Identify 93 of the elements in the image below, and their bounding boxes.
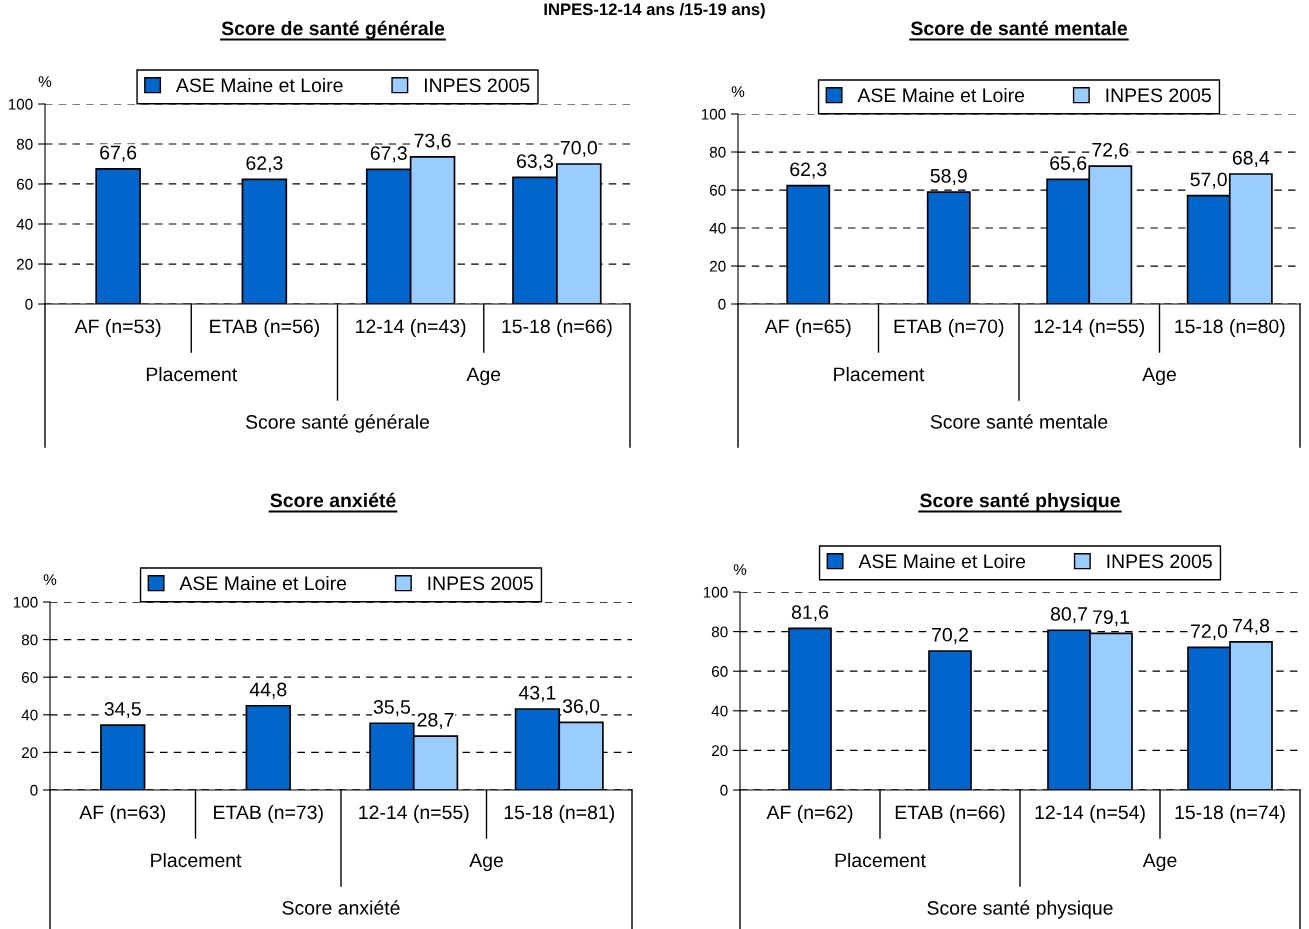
y-tick-label: 60 (16, 178, 33, 190)
data-label: 62,3 (790, 162, 827, 179)
x-axis-title: Score santé générale (245, 414, 430, 433)
data-label: 73,6 (414, 133, 451, 150)
data-label: 44,8 (249, 682, 287, 699)
x-tick-label: 12-14 (n=55) (1034, 318, 1144, 338)
data-label: 74,8 (1233, 618, 1270, 635)
y-tick-label: 20 (16, 258, 33, 270)
text: Age (469, 853, 503, 872)
y-tick-label: 40 (21, 709, 38, 721)
data-label: 68,4 (1232, 150, 1270, 167)
data-label: 62,3 (246, 156, 283, 173)
y-axis-title: % (43, 574, 57, 585)
text: Placement (834, 366, 925, 382)
x-tick-label: 12-14 (n=54) (1035, 804, 1145, 824)
x-tick-label: ETAB (n=73) (214, 804, 323, 824)
text: Placement (835, 852, 926, 868)
y-tick-label: 100 (703, 586, 728, 598)
legend-label: INPES 2005 (428, 576, 533, 591)
data-label: 80,7 (1050, 607, 1087, 624)
chart-title: Score anxiété (270, 492, 396, 508)
chart-title: Score de santé mentale (910, 20, 1127, 36)
data-label: 65,6 (1050, 156, 1087, 173)
text: Age (466, 367, 501, 386)
legend-label: INPES 2005 (1107, 554, 1212, 569)
legend-label: INPES 2005 (424, 78, 530, 93)
text: Placement (151, 852, 242, 868)
y-tick-label: 100 (8, 98, 33, 110)
y-tick-label: 60 (709, 184, 726, 196)
y-axis-title: % (733, 564, 747, 575)
y-tick-label: 60 (711, 666, 728, 677)
x-tick-label: 12-14 (n=43) (356, 318, 466, 338)
legend-label: ASE Maine et Loire (179, 575, 347, 591)
data-label: 28,7 (417, 712, 454, 729)
x-tick-label: AF (n=63) (79, 804, 166, 824)
x-tick-label: 15-18 (n=80) (1175, 318, 1285, 338)
legend-label: ASE Maine et Loire (857, 87, 1025, 103)
text: INPES-12-14 ans /15-19 ans) (544, 3, 765, 19)
y-tick-label: 20 (21, 747, 38, 759)
data-label: 57,0 (1190, 172, 1227, 189)
data-label: 81,6 (791, 605, 829, 622)
x-tick-label: ETAB (n=70) (894, 318, 1004, 338)
y-tick-label: 80 (711, 626, 728, 638)
data-label: 35,5 (373, 700, 411, 717)
chart-title: Score santé physique (920, 492, 1120, 512)
chart-title: Score de santé générale (221, 20, 445, 40)
x-tick-label: 15-18 (n=74) (1175, 804, 1285, 824)
x-tick-label: ETAB (n=56) (210, 318, 319, 338)
legend-label: INPES 2005 (1106, 88, 1211, 103)
data-label: 70,2 (932, 627, 968, 644)
y-tick-label: 40 (711, 705, 728, 717)
y-tick-label: 80 (709, 146, 726, 158)
data-label: 63,3 (517, 154, 554, 171)
y-tick-label: 0 (720, 784, 728, 796)
legend-label: ASE Maine et Loire (175, 77, 343, 93)
x-axis-title: Score anxiété (282, 900, 400, 915)
data-label: 79,1 (1093, 610, 1129, 627)
data-label: 34,5 (104, 701, 141, 719)
y-tick-label: 100 (13, 596, 38, 608)
data-label: 58,9 (930, 168, 967, 185)
y-tick-label: 80 (21, 634, 38, 646)
x-tick-label: AF (n=62) (766, 804, 853, 824)
y-axis-title: % (38, 76, 52, 87)
y-tick-label: 40 (16, 218, 33, 230)
y-tick-label: 20 (711, 745, 728, 757)
x-tick-label: 15-18 (n=66) (502, 318, 612, 338)
x-axis-title: Score santé physique (927, 900, 1113, 919)
y-tick-label: 100 (701, 108, 726, 120)
y-tick-label: 0 (25, 298, 33, 310)
data-label: 67,3 (370, 146, 407, 163)
y-tick-label: 60 (21, 672, 38, 683)
x-tick-label: 15-18 (n=81) (504, 804, 614, 824)
y-tick-label: 0 (718, 298, 726, 310)
legend-label: ASE Maine et Loire (858, 553, 1026, 569)
y-tick-label: 80 (16, 138, 33, 150)
data-label: 72,6 (1092, 142, 1129, 159)
data-label: 67,6 (100, 145, 137, 162)
text: Age (1142, 367, 1176, 386)
y-axis-title: % (731, 86, 745, 97)
data-label: 72,0 (1191, 624, 1228, 641)
data-label: 70,0 (560, 140, 597, 157)
data-label: 43,1 (518, 685, 556, 702)
data-label: 36,0 (562, 699, 600, 716)
text: Age (1142, 853, 1177, 872)
x-tick-label: 12-14 (n=55) (359, 804, 469, 824)
x-axis-title: Score santé mentale (930, 414, 1108, 429)
y-tick-label: 40 (709, 222, 726, 234)
x-tick-label: AF (n=53) (74, 318, 161, 338)
x-tick-label: AF (n=65) (764, 318, 851, 338)
text: Placement (146, 366, 238, 382)
y-tick-label: 20 (709, 260, 726, 272)
x-tick-label: ETAB (n=66) (895, 804, 1005, 824)
y-tick-label: 0 (30, 784, 38, 796)
